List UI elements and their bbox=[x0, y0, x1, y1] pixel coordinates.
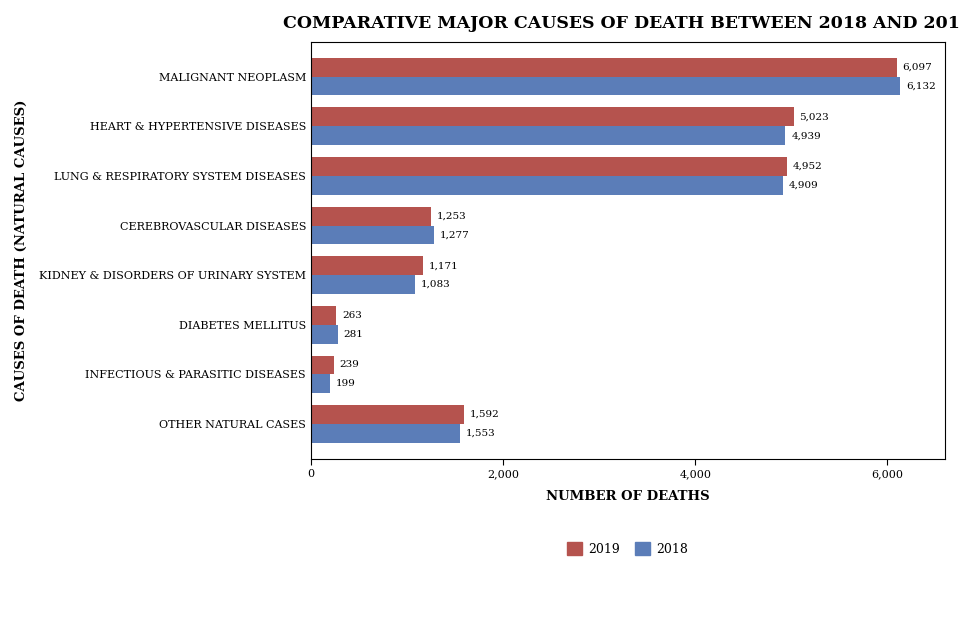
Bar bbox=[311, 275, 415, 294]
Text: 199: 199 bbox=[336, 379, 356, 388]
Text: 6,097: 6,097 bbox=[902, 63, 932, 71]
Bar bbox=[311, 325, 338, 344]
Text: 263: 263 bbox=[342, 311, 362, 320]
Y-axis label: CAUSES OF DEATH (NATURAL CAUSES): CAUSES OF DEATH (NATURAL CAUSES) bbox=[15, 100, 28, 401]
Bar bbox=[311, 405, 464, 424]
Text: 1,171: 1,171 bbox=[429, 261, 459, 270]
Bar bbox=[311, 76, 900, 95]
Text: 1,277: 1,277 bbox=[440, 231, 469, 240]
Text: 6,132: 6,132 bbox=[906, 82, 936, 90]
Title: COMPARATIVE MAJOR CAUSES OF DEATH BETWEEN 2018 AND 2019: COMPARATIVE MAJOR CAUSES OF DEATH BETWEE… bbox=[283, 15, 960, 32]
Text: 1,553: 1,553 bbox=[466, 429, 495, 438]
Text: 4,909: 4,909 bbox=[788, 181, 818, 190]
X-axis label: NUMBER OF DEATHS: NUMBER OF DEATHS bbox=[546, 490, 709, 503]
Text: 1,253: 1,253 bbox=[437, 212, 467, 221]
Bar bbox=[311, 306, 336, 325]
Bar bbox=[311, 356, 334, 374]
Legend: 2019, 2018: 2019, 2018 bbox=[563, 537, 693, 561]
Bar bbox=[311, 207, 431, 226]
Text: 1,083: 1,083 bbox=[420, 280, 450, 289]
Bar bbox=[311, 424, 460, 443]
Text: 4,939: 4,939 bbox=[791, 131, 821, 140]
Text: 281: 281 bbox=[344, 330, 364, 339]
Text: 239: 239 bbox=[340, 360, 360, 370]
Bar bbox=[311, 257, 423, 275]
Bar bbox=[311, 107, 794, 126]
Text: 4,952: 4,952 bbox=[792, 162, 822, 171]
Bar bbox=[311, 374, 330, 393]
Text: 1,592: 1,592 bbox=[469, 410, 499, 419]
Bar bbox=[311, 58, 897, 76]
Bar bbox=[311, 126, 785, 145]
Bar bbox=[311, 176, 782, 195]
Bar bbox=[311, 226, 434, 245]
Text: 5,023: 5,023 bbox=[800, 112, 829, 121]
Bar bbox=[311, 157, 786, 176]
